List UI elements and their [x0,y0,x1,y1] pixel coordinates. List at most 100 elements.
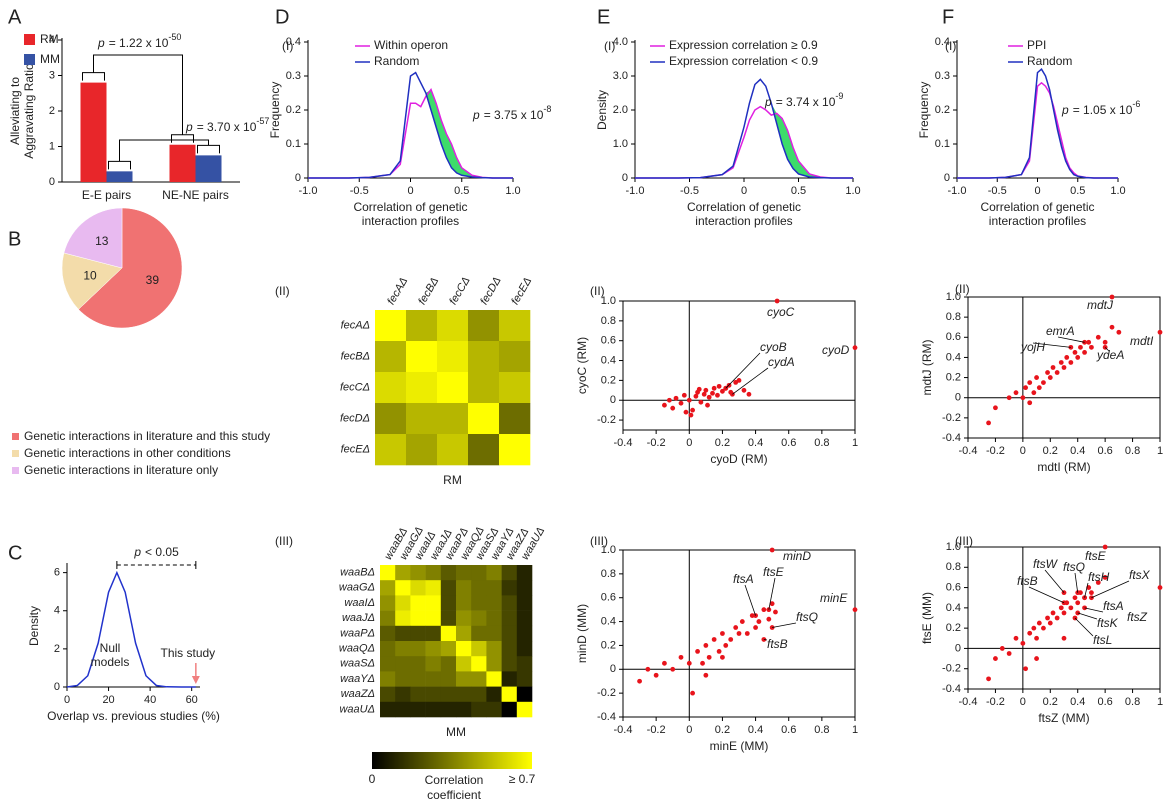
plot-frame [967,546,1161,690]
heatmap-cell [395,595,411,611]
column-label: fecEΔ [509,276,534,307]
x-tick-label: 0 [407,185,413,197]
annotation-var: p [764,95,772,109]
heatmap-cell [516,641,533,657]
row-label: fecAΔ [341,319,370,331]
point [1023,666,1028,672]
heatmap-cell [406,372,438,404]
y-tick-label: 0.4 [601,354,616,366]
heatmap-cell [456,656,472,672]
leader-line [1091,580,1130,599]
x-axis-label: interaction profiles [695,214,792,228]
point [993,405,998,411]
point [700,660,705,666]
legend-label: RM [40,32,59,46]
heatmap-cell [440,701,457,718]
y-tick-label: 2.0 [613,104,628,116]
annotation: p = 1.22 x 10-50 [97,32,181,50]
x-axis-label: RM [443,473,462,487]
heatmap-cell [486,580,502,596]
point [1036,620,1042,626]
annotation-text: = 3.75 x 10 [484,108,544,122]
subpanel-label: (II) [590,284,605,298]
bar [169,144,196,182]
point [1061,365,1067,370]
x-tick-label: 0 [1020,445,1026,457]
slice-label: 39 [146,273,160,287]
legend-swatch [12,450,19,457]
heatmap-cell [499,434,531,466]
annotation: p = 1.05 x 10-6 [1061,99,1140,117]
subpanel-label: (I) [604,39,615,53]
x-tick-label: -0.4 [959,445,978,457]
heatmap-cell [410,625,426,642]
point-label: yojH [1020,340,1045,354]
point [673,395,679,401]
x-tick-label: 0.8 [1125,696,1140,708]
legend-label: Genetic interactions in literature and t… [24,429,270,443]
y-tick-label: 0.8 [601,568,616,580]
point [1102,339,1108,345]
point [1041,625,1046,631]
y-axis-label: mdtJ (RM) [920,340,934,396]
annotation-text: = 3.70 x 10 [197,120,257,134]
x-tick-label: 0.5 [1070,185,1085,197]
point [986,676,991,682]
subpanel-label: (III) [275,534,293,548]
point-label: mdtJ [1087,298,1114,312]
point [1034,375,1039,380]
heatmap-cell [486,686,502,703]
heatmap-cell [516,565,533,581]
heatmap-cell [501,595,518,611]
bracket [108,160,131,170]
this-study-label: This study [161,646,216,660]
y-tick-label: 0 [610,394,616,406]
panel-letter: D [275,6,289,28]
point [1045,370,1050,375]
legend-label: Expression correlation < 0.9 [669,54,818,68]
heatmap-cell [425,671,442,687]
row-label: waaUΔ [339,703,375,715]
point-label: ftsA [1103,599,1124,613]
point [1027,380,1033,386]
x-tick-label: 1 [1157,445,1163,457]
annotation-exponent: -57 [256,116,269,126]
point [637,678,642,684]
x-tick-label: 0.8 [814,724,829,736]
heatmap-cell [456,610,472,627]
heatmap-cell [410,641,426,657]
labeled-point [769,547,775,553]
heatmap-cell [440,671,457,687]
x-tick-label: 0.4 [1070,445,1085,457]
legend-swatch [24,54,35,65]
bar [80,82,107,182]
point [703,643,709,648]
point [678,400,684,406]
x-tick-label: -0.5 [350,185,369,197]
annotation-exponent: -6 [1132,99,1140,109]
heatmap-cell [471,625,487,642]
point [720,631,725,636]
row-label: fecEΔ [341,443,370,455]
heatmap-cell [471,686,487,703]
point [688,412,694,418]
x-tick-label: 1 [852,724,858,736]
y-tick-label: 0.3 [935,70,950,82]
heatmap-cell [499,403,531,435]
annotation: p = 3.74 x 10-9 [764,91,843,109]
point [1034,656,1039,661]
heatmap-cell [395,686,411,703]
point-label: ftsB [1017,574,1038,588]
x-tick-label: 0.2 [1043,696,1058,708]
leader-line [1084,607,1104,613]
heatmap-cell [471,701,487,718]
annotation-text: = 3.74 x 10 [776,95,836,109]
annotation: p < 0.05 [133,545,179,559]
x-tick-label: 0.6 [1097,696,1112,708]
legend-swatch [12,467,19,474]
heatmap-cell [456,701,472,718]
heatmap-cell [516,580,533,596]
heatmap-cell [468,434,500,466]
heatmap-cell [440,565,457,581]
heatmap-cell [456,641,472,657]
